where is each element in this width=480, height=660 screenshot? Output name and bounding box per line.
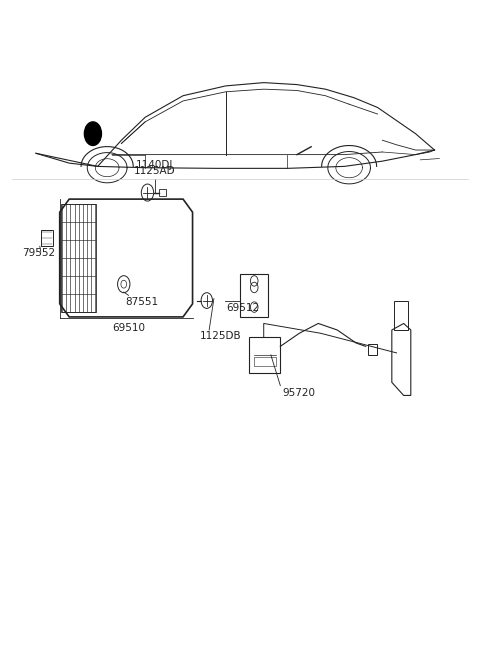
Text: 69510: 69510 <box>112 323 145 333</box>
Text: 95720: 95720 <box>283 387 316 397</box>
Text: 1125AD: 1125AD <box>134 166 175 176</box>
Text: 1125DB: 1125DB <box>200 331 241 341</box>
Text: 1140DJ: 1140DJ <box>136 160 173 170</box>
Text: 69512: 69512 <box>226 303 259 313</box>
Circle shape <box>84 122 101 145</box>
Text: 87551: 87551 <box>125 297 158 308</box>
Text: 79552: 79552 <box>22 248 55 259</box>
